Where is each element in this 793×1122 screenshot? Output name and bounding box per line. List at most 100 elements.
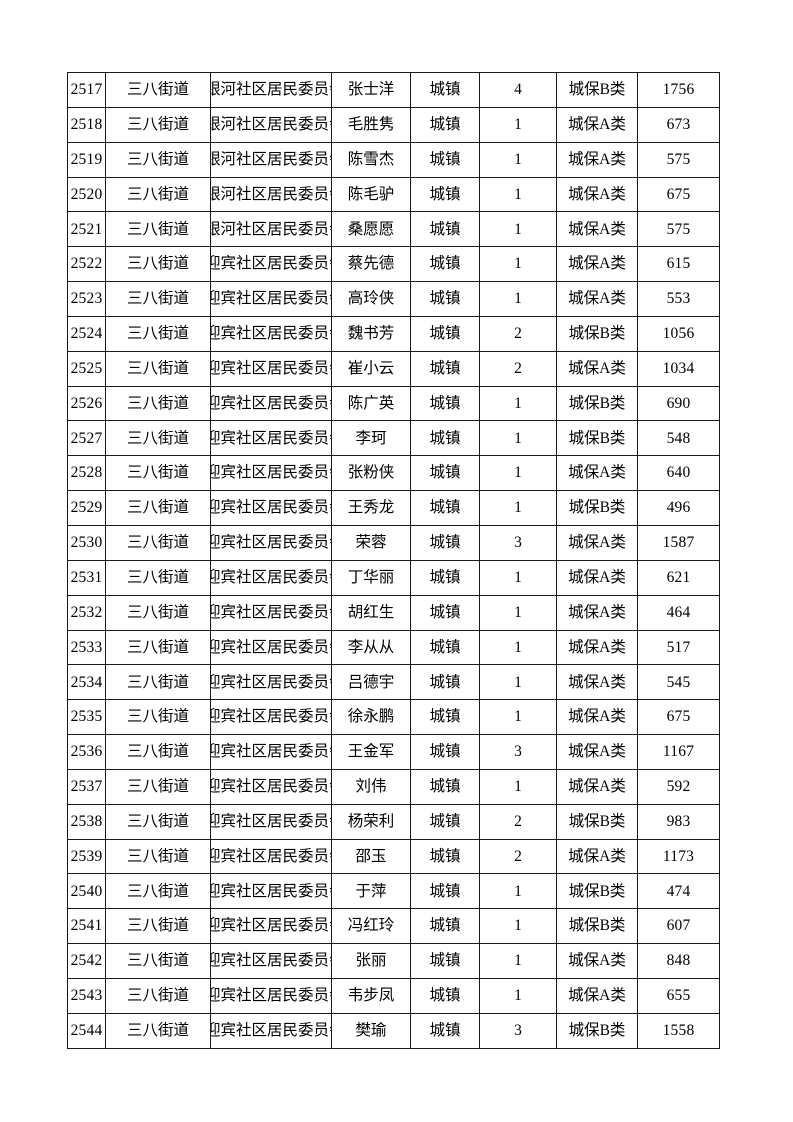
cell-street-office: 三八街道 bbox=[105, 559, 211, 596]
cell-subsidy-category: 城保A类 bbox=[556, 838, 638, 875]
cell-serial-number: 2544 bbox=[67, 1012, 106, 1049]
table-row: 2518三八街道银河社区居民委员会毛胜隽城镇1城保A类673 bbox=[67, 106, 720, 143]
cell-subsidy-amount: 848 bbox=[637, 943, 720, 979]
cell-person-name: 李从从 bbox=[331, 629, 411, 666]
table-row: 2544三八街道迎宾社区居民委员会樊瑜城镇3城保B类1558 bbox=[67, 1012, 720, 1049]
cell-serial-number: 2520 bbox=[67, 176, 106, 213]
cell-community-committee: 迎宾社区居民委员会 bbox=[210, 524, 332, 561]
cell-person-name: 刘伟 bbox=[331, 768, 411, 805]
cell-subsidy-amount: 655 bbox=[637, 977, 720, 1014]
cell-subsidy-category: 城保A类 bbox=[556, 594, 638, 631]
cell-household-type: 城镇 bbox=[410, 281, 480, 317]
cell-street-office: 三八街道 bbox=[105, 768, 211, 805]
cell-household-type: 城镇 bbox=[410, 873, 480, 910]
cell-serial-number: 2542 bbox=[67, 943, 106, 979]
cell-household-type: 城镇 bbox=[410, 908, 480, 945]
cell-community-committee: 迎宾社区居民委员会 bbox=[210, 455, 332, 492]
cell-serial-number: 2526 bbox=[67, 385, 106, 422]
cell-household-type: 城镇 bbox=[410, 385, 480, 422]
cell-person-name: 韦步凤 bbox=[331, 977, 411, 1014]
table-row: 2517三八街道银河社区居民委员会张士洋城镇4城保B类1756 bbox=[67, 72, 720, 108]
cell-street-office: 三八街道 bbox=[105, 629, 211, 666]
cell-household-type: 城镇 bbox=[410, 838, 480, 875]
cell-person-count: 3 bbox=[479, 524, 557, 561]
cell-street-office: 三八街道 bbox=[105, 246, 211, 283]
cell-person-name: 张丽 bbox=[331, 943, 411, 979]
cell-person-count: 1 bbox=[479, 141, 557, 178]
cell-community-committee: 迎宾社区居民委员会 bbox=[210, 803, 332, 840]
cell-subsidy-amount: 517 bbox=[637, 629, 720, 666]
cell-community-committee: 迎宾社区居民委员会 bbox=[210, 664, 332, 701]
cell-subsidy-amount: 496 bbox=[637, 490, 720, 526]
cell-community-committee: 银河社区居民委员会 bbox=[210, 106, 332, 143]
cell-community-committee: 迎宾社区居民委员会 bbox=[210, 281, 332, 317]
cell-serial-number: 2527 bbox=[67, 420, 106, 457]
cell-serial-number: 2531 bbox=[67, 559, 106, 596]
table-row: 2538三八街道迎宾社区居民委员会杨荣利城镇2城保B类983 bbox=[67, 803, 720, 840]
cell-household-type: 城镇 bbox=[410, 420, 480, 457]
cell-person-name: 李珂 bbox=[331, 420, 411, 457]
cell-subsidy-amount: 1167 bbox=[637, 734, 720, 770]
cell-household-type: 城镇 bbox=[410, 141, 480, 178]
table-row: 2531三八街道迎宾社区居民委员会丁华丽城镇1城保A类621 bbox=[67, 559, 720, 596]
cell-serial-number: 2530 bbox=[67, 524, 106, 561]
cell-person-count: 1 bbox=[479, 559, 557, 596]
cell-serial-number: 2534 bbox=[67, 664, 106, 701]
cell-person-name: 王秀龙 bbox=[331, 490, 411, 526]
cell-serial-number: 2517 bbox=[67, 72, 106, 108]
table-row: 2526三八街道迎宾社区居民委员会陈广英城镇1城保B类690 bbox=[67, 385, 720, 422]
table-row: 2528三八街道迎宾社区居民委员会张粉侠城镇1城保A类640 bbox=[67, 455, 720, 492]
cell-subsidy-amount: 983 bbox=[637, 803, 720, 840]
cell-community-committee: 迎宾社区居民委员会 bbox=[210, 629, 332, 666]
table-row: 2519三八街道银河社区居民委员会陈雪杰城镇1城保A类575 bbox=[67, 141, 720, 178]
cell-person-name: 邵玉 bbox=[331, 838, 411, 875]
cell-person-count: 1 bbox=[479, 106, 557, 143]
cell-subsidy-category: 城保B类 bbox=[556, 803, 638, 840]
cell-household-type: 城镇 bbox=[410, 246, 480, 283]
cell-subsidy-category: 城保A类 bbox=[556, 699, 638, 736]
cell-community-committee: 迎宾社区居民委员会 bbox=[210, 699, 332, 736]
cell-subsidy-category: 城保A类 bbox=[556, 943, 638, 979]
cell-street-office: 三八街道 bbox=[105, 315, 211, 352]
cell-subsidy-category: 城保B类 bbox=[556, 1012, 638, 1049]
cell-serial-number: 2540 bbox=[67, 873, 106, 910]
cell-street-office: 三八街道 bbox=[105, 943, 211, 979]
cell-household-type: 城镇 bbox=[410, 490, 480, 526]
cell-person-count: 1 bbox=[479, 943, 557, 979]
cell-community-committee: 银河社区居民委员会 bbox=[210, 211, 332, 248]
cell-person-count: 1 bbox=[479, 629, 557, 666]
cell-subsidy-category: 城保A类 bbox=[556, 629, 638, 666]
cell-street-office: 三八街道 bbox=[105, 1012, 211, 1049]
cell-serial-number: 2543 bbox=[67, 977, 106, 1014]
cell-subsidy-amount: 675 bbox=[637, 176, 720, 213]
table-row: 2536三八街道迎宾社区居民委员会王金军城镇3城保A类1167 bbox=[67, 734, 720, 770]
table-row: 2521三八街道银河社区居民委员会桑愿愿城镇1城保A类575 bbox=[67, 211, 720, 248]
table-row: 2529三八街道迎宾社区居民委员会王秀龙城镇1城保B类496 bbox=[67, 490, 720, 526]
cell-serial-number: 2533 bbox=[67, 629, 106, 666]
cell-person-name: 蔡先德 bbox=[331, 246, 411, 283]
subsidy-records-table: 2517三八街道银河社区居民委员会张士洋城镇4城保B类17562518三八街道银… bbox=[67, 72, 720, 1049]
cell-serial-number: 2525 bbox=[67, 350, 106, 387]
cell-subsidy-amount: 575 bbox=[637, 141, 720, 178]
cell-subsidy-category: 城保A类 bbox=[556, 106, 638, 143]
cell-person-count: 1 bbox=[479, 385, 557, 422]
table-row: 2525三八街道迎宾社区居民委员会崔小云城镇2城保A类1034 bbox=[67, 350, 720, 387]
cell-community-committee: 迎宾社区居民委员会 bbox=[210, 1012, 332, 1049]
cell-household-type: 城镇 bbox=[410, 455, 480, 492]
cell-household-type: 城镇 bbox=[410, 524, 480, 561]
cell-street-office: 三八街道 bbox=[105, 106, 211, 143]
table-row: 2527三八街道迎宾社区居民委员会李珂城镇1城保B类548 bbox=[67, 420, 720, 457]
cell-subsidy-amount: 553 bbox=[637, 281, 720, 317]
cell-subsidy-category: 城保A类 bbox=[556, 734, 638, 770]
cell-serial-number: 2539 bbox=[67, 838, 106, 875]
cell-subsidy-amount: 548 bbox=[637, 420, 720, 457]
cell-subsidy-amount: 1587 bbox=[637, 524, 720, 561]
cell-subsidy-amount: 640 bbox=[637, 455, 720, 492]
cell-person-count: 1 bbox=[479, 873, 557, 910]
cell-person-name: 陈毛驴 bbox=[331, 176, 411, 213]
table-row: 2530三八街道迎宾社区居民委员会荣蓉城镇3城保A类1587 bbox=[67, 524, 720, 561]
cell-subsidy-amount: 1558 bbox=[637, 1012, 720, 1049]
cell-street-office: 三八街道 bbox=[105, 490, 211, 526]
cell-serial-number: 2532 bbox=[67, 594, 106, 631]
